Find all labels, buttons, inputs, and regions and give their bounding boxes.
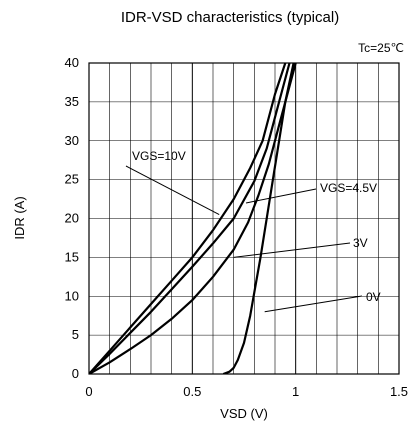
plot-frame: [88, 62, 400, 375]
series-line-0v: [222, 63, 295, 374]
annotation-leader-line: [245, 188, 317, 204]
y-tick-label: 30: [65, 133, 79, 148]
x-tick-label: 0: [85, 384, 92, 399]
y-axis-label: IDR (A): [12, 196, 27, 239]
series-annotation-0v: 0V: [366, 290, 381, 304]
annotation-leader-line: [125, 165, 220, 216]
x-tick-label: 0.5: [183, 384, 201, 399]
series-line-vgs-4-5v: [89, 63, 291, 374]
series-line-3v: [89, 63, 297, 374]
y-tick-label: 35: [65, 94, 79, 109]
chart-title: IDR-VSD characteristics (typical): [121, 9, 339, 26]
annotation-leader-line: [264, 295, 363, 313]
series-annotation-vgs-10v: VGS=10V: [132, 149, 186, 163]
grid: [89, 63, 399, 374]
x-axis-label: VSD (V): [220, 406, 268, 421]
series-annotation-3v: 3V: [353, 236, 368, 250]
x-tick-label: 1.5: [390, 384, 408, 399]
y-tick-label: 15: [65, 249, 79, 264]
y-tick-label: 40: [65, 55, 79, 70]
annotation-leader-line: [233, 242, 351, 258]
condition-label: Tc=25℃: [358, 41, 404, 55]
y-tick-label: 20: [65, 211, 79, 226]
series-annotations: VGS=10V VGS=4.5V 3V 0V: [125, 149, 381, 313]
x-tick-label: 1: [292, 384, 299, 399]
y-tick-label: 25: [65, 172, 79, 187]
series-line-vgs-10v: [89, 63, 287, 374]
tick-labels: 0 0.5 1 1.5 0 5 10 15 20 25 30 35 40: [65, 55, 409, 399]
series-annotation-vgs-4-5v: VGS=4.5V: [320, 181, 377, 195]
y-tick-label: 10: [65, 288, 79, 303]
series-lines: [89, 63, 297, 374]
y-tick-label: 0: [72, 366, 79, 381]
y-tick-label: 5: [72, 327, 79, 342]
